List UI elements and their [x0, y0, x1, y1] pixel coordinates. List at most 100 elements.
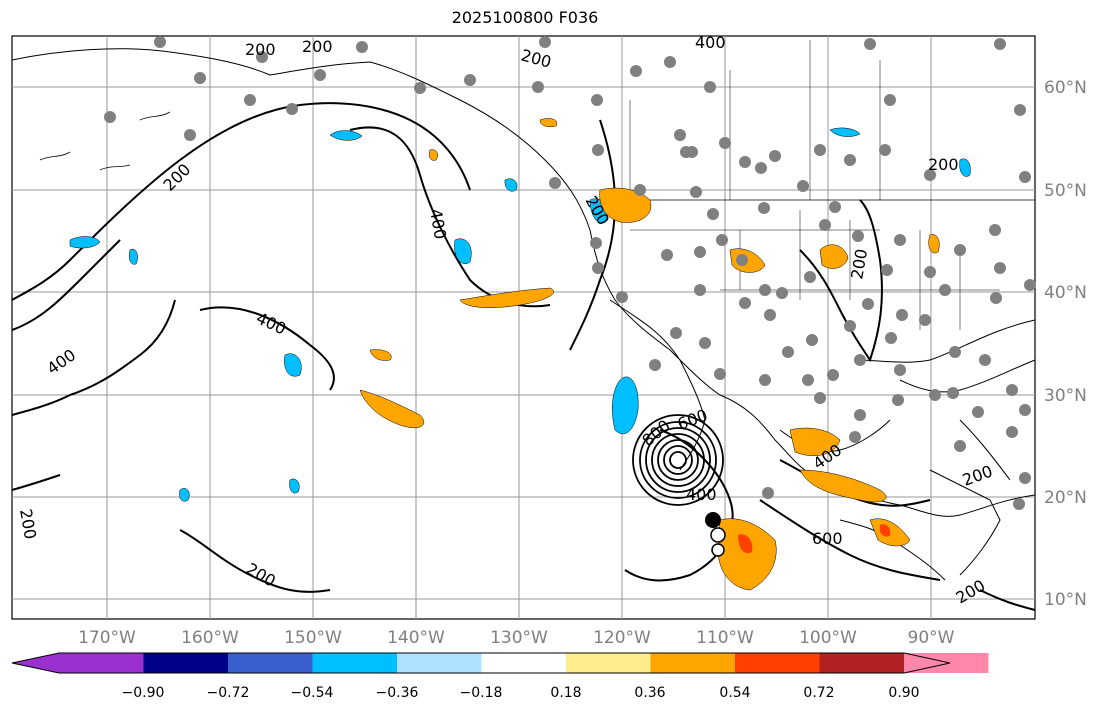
station-dot	[1006, 426, 1018, 438]
station-dot	[649, 359, 661, 371]
contour-label: 200	[245, 40, 276, 59]
station-dot	[924, 169, 936, 181]
station-dot	[1024, 279, 1036, 291]
station-dot	[884, 94, 896, 106]
lon-label: 170°W	[78, 628, 136, 648]
station-dot	[630, 65, 642, 77]
colorbar-tick-label: 0.36	[634, 685, 665, 701]
station-dot	[661, 249, 673, 261]
lon-label: 90°W	[908, 628, 955, 648]
colorbar-tick-label: 0.90	[888, 685, 919, 701]
lon-label: 120°W	[593, 628, 651, 648]
station-dot	[764, 309, 776, 321]
station-dot	[532, 81, 544, 93]
station-dot	[881, 264, 893, 276]
station-dot	[979, 354, 991, 366]
station-dot	[736, 254, 748, 266]
lon-label: 160°W	[181, 628, 239, 648]
station-dot	[1019, 472, 1031, 484]
colorbar-segment	[566, 653, 651, 673]
station-dot	[919, 314, 931, 326]
station-dot	[716, 234, 728, 246]
station-dot	[994, 262, 1006, 274]
station-dot	[776, 287, 788, 299]
station-dot	[782, 346, 794, 358]
station-dot	[104, 111, 116, 123]
lat-label: 20°N	[1044, 488, 1087, 508]
station-dot	[1014, 104, 1026, 116]
station-dot	[664, 56, 676, 68]
station-dot	[885, 332, 897, 344]
lat-label: 50°N	[1044, 181, 1087, 201]
station-dot	[699, 337, 711, 349]
colorbar-segment	[228, 653, 313, 673]
station-dot	[894, 234, 906, 246]
colorbar	[11, 652, 989, 674]
station-dot	[759, 374, 771, 386]
contour-label: 600	[812, 529, 843, 548]
station-dot	[758, 202, 770, 214]
station-dot	[464, 74, 476, 86]
station-dot	[154, 36, 166, 48]
station-markers	[104, 36, 1036, 510]
station-dot	[892, 394, 904, 406]
station-dot	[762, 487, 774, 499]
station-dot	[592, 262, 604, 274]
station-dot	[844, 320, 856, 332]
station-dot	[690, 186, 702, 198]
station-dot	[670, 327, 682, 339]
station-dot	[804, 271, 816, 283]
lon-label: 130°W	[490, 628, 548, 648]
station-dot	[755, 162, 767, 174]
contour-label: 200	[302, 37, 333, 56]
colorbar-extend-min	[12, 653, 59, 673]
station-dot	[954, 440, 966, 452]
station-dot	[827, 369, 839, 381]
station-dot	[929, 389, 941, 401]
station-dot	[739, 297, 751, 309]
colorbar-tick-label: 0.18	[550, 685, 581, 701]
hurricane-contours	[632, 414, 724, 506]
station-dot	[949, 346, 961, 358]
lon-label: 150°W	[284, 628, 342, 648]
map-title: 2025100800 F036	[451, 8, 599, 27]
station-dot	[862, 298, 874, 310]
station-dot	[814, 392, 826, 404]
station-dot	[829, 201, 841, 213]
colorbar-segment	[481, 653, 566, 673]
colorbar-segment	[650, 653, 735, 673]
colorbar-segment	[819, 653, 904, 673]
station-dot	[849, 431, 861, 443]
colorbar-tick-label: 0.72	[803, 685, 834, 701]
station-dot	[694, 284, 706, 296]
station-dot	[864, 38, 876, 50]
station-dot	[814, 144, 826, 156]
station-dot	[256, 51, 268, 63]
station-dot	[759, 284, 771, 296]
lat-label: 10°N	[1044, 590, 1087, 610]
station-dot	[894, 364, 906, 376]
map-frame	[11, 35, 1036, 620]
station-dot	[739, 156, 751, 168]
lon-label: 140°W	[387, 628, 445, 648]
station-dot	[707, 208, 719, 220]
longitude-labels: 170°W 160°W 150°W 140°W 130°W 120°W 110°…	[78, 628, 955, 648]
contour-label: 400	[686, 485, 717, 504]
station-dot	[1013, 498, 1025, 510]
lat-label: 60°N	[1044, 78, 1087, 98]
station-dot	[590, 237, 602, 249]
station-dot	[686, 146, 698, 158]
station-dot	[704, 81, 716, 93]
station-dot	[802, 374, 814, 386]
station-dot	[924, 266, 936, 278]
station-dot	[714, 368, 726, 380]
shaded-field-negative	[69, 127, 971, 502]
station-dot	[314, 69, 326, 81]
station-dot	[719, 137, 731, 149]
station-dot	[947, 387, 959, 399]
station-dot	[1006, 384, 1018, 396]
station-dot	[989, 224, 1001, 236]
colorbar-tick-labels: −0.90 −0.72 −0.54 −0.36 −0.18 0.18 0.36 …	[122, 685, 920, 701]
station-dot	[539, 36, 551, 48]
